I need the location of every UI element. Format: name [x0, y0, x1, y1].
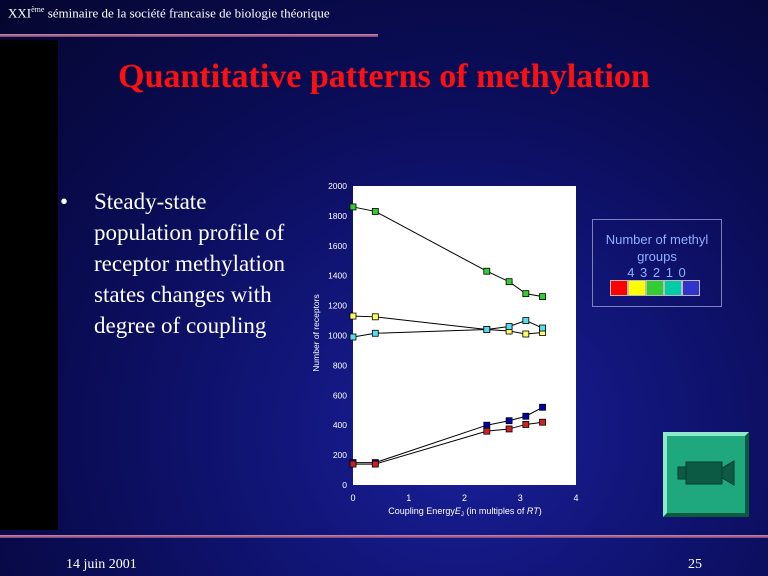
- video-camera-icon: [677, 460, 735, 486]
- bullet-dot: •: [60, 189, 69, 214]
- video-play-button[interactable]: [663, 432, 749, 517]
- conference-header: XXIème séminaire de la société francaise…: [8, 5, 330, 21]
- legend-swatch: [664, 280, 682, 296]
- legend-numbers: 4 3 2 1 0: [627, 265, 687, 280]
- methyl-groups-legend: Number of methyl groups 4 3 2 1 0: [592, 219, 722, 307]
- legend-swatch: [610, 280, 628, 296]
- legend-title: Number of methyl groups: [605, 232, 709, 264]
- legend-swatch: [628, 280, 646, 296]
- header-rule: [0, 34, 378, 37]
- bullet-text: Steady-state population profile of recep…: [94, 189, 285, 338]
- page-number: 25: [688, 557, 702, 572]
- legend-swatch: [682, 280, 700, 296]
- legend-swatch: [646, 280, 664, 296]
- footer-date: 14 juin 2001: [66, 557, 137, 572]
- left-black-band: [0, 40, 58, 530]
- footer-rule: [0, 535, 768, 538]
- legend-swatches: [610, 280, 700, 298]
- slide-title: Quantitative patterns of methylation: [118, 58, 650, 95]
